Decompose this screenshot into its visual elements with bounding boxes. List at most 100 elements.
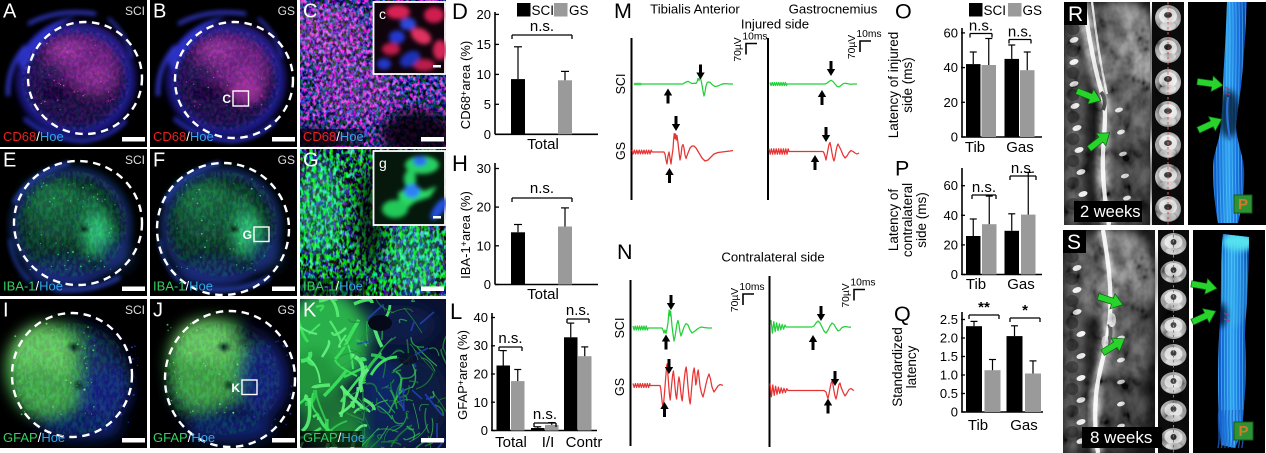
svg-text:CD68/Hoe: CD68/Hoe: [303, 129, 364, 144]
svg-text:Tib: Tib: [968, 417, 988, 434]
svg-text:K: K: [231, 381, 240, 395]
svg-text:Gas: Gas: [1006, 139, 1034, 156]
svg-text:S: S: [1067, 231, 1081, 254]
svg-text:Tib: Tib: [966, 276, 986, 293]
svg-text:10ms: 10ms: [742, 32, 767, 43]
svg-text:Injured side: Injured side: [741, 17, 809, 32]
svg-text:20: 20: [944, 95, 958, 110]
svg-text:n.s.: n.s.: [566, 302, 590, 319]
svg-text:Contr: Contr: [566, 434, 603, 451]
svg-text:GFAP/Hoe: GFAP/Hoe: [153, 430, 215, 445]
svg-text:70µV: 70µV: [730, 288, 741, 312]
svg-text:g: g: [379, 155, 387, 171]
svg-text:0: 0: [951, 267, 958, 282]
svg-text:A: A: [3, 1, 17, 23]
svg-text:K: K: [303, 299, 317, 321]
svg-text:n.s.: n.s.: [1011, 160, 1035, 177]
svg-text:30: 30: [477, 161, 491, 176]
svg-text:F: F: [153, 149, 165, 171]
svg-text:n.s.: n.s.: [530, 18, 554, 35]
svg-text:2.0: 2.0: [940, 331, 958, 346]
svg-text:I: I: [3, 299, 9, 321]
svg-text:GS: GS: [614, 142, 628, 160]
svg-text:GS: GS: [569, 3, 589, 18]
svg-text:P: P: [1238, 196, 1248, 213]
svg-text:G: G: [303, 149, 319, 171]
svg-text:0: 0: [481, 423, 488, 438]
svg-text:Total: Total: [527, 136, 559, 153]
svg-text:70µV: 70µV: [841, 283, 852, 307]
svg-text:30: 30: [474, 338, 488, 353]
svg-text:60: 60: [944, 178, 958, 193]
svg-text:0: 0: [484, 277, 491, 292]
svg-text:G: G: [243, 228, 252, 242]
svg-text:40: 40: [944, 60, 958, 75]
svg-text:side (ms): side (ms): [914, 192, 929, 248]
svg-text:Latency of injured: Latency of injured: [888, 32, 901, 139]
svg-text:E: E: [3, 149, 16, 171]
svg-text:n.s.: n.s.: [498, 330, 522, 347]
svg-text:0: 0: [484, 127, 491, 142]
svg-text:D: D: [452, 0, 468, 24]
svg-text:15: 15: [477, 37, 491, 52]
svg-text:Total: Total: [527, 286, 559, 303]
svg-text:I/I: I/I: [542, 434, 555, 451]
svg-text:10: 10: [474, 395, 488, 410]
svg-text:J: J: [153, 299, 163, 321]
svg-text:IBA-1+area (%): IBA-1+area (%): [458, 191, 473, 279]
svg-text:10ms: 10ms: [850, 278, 875, 289]
svg-text:SCI: SCI: [614, 74, 628, 95]
svg-text:10: 10: [477, 67, 491, 82]
svg-text:C: C: [222, 92, 231, 106]
svg-text:GS: GS: [613, 378, 627, 396]
svg-text:*: *: [1022, 302, 1028, 319]
svg-text:Standardized: Standardized: [890, 327, 905, 407]
svg-text:N: N: [617, 240, 633, 264]
svg-text:20: 20: [474, 367, 488, 382]
svg-text:B: B: [153, 1, 166, 23]
svg-text:SCI: SCI: [125, 153, 145, 167]
svg-text:60: 60: [944, 25, 958, 40]
svg-text:L: L: [450, 299, 462, 324]
svg-text:2 weeks: 2 weeks: [1080, 203, 1141, 221]
svg-text:5: 5: [484, 97, 491, 112]
svg-text:GS: GS: [278, 153, 295, 167]
svg-text:0: 0: [951, 405, 958, 420]
svg-text:40: 40: [944, 208, 958, 223]
svg-text:Tibialis Anterior: Tibialis Anterior: [650, 2, 740, 17]
svg-text:10ms: 10ms: [739, 282, 764, 293]
svg-text:0.5: 0.5: [940, 386, 958, 401]
svg-text:n.s.: n.s.: [972, 179, 996, 196]
svg-text:contralateral: contralateral: [900, 183, 915, 257]
svg-text:Tib: Tib: [965, 139, 985, 156]
svg-text:SCI: SCI: [125, 303, 145, 317]
svg-text:10: 10: [477, 238, 491, 253]
svg-text:**: **: [978, 299, 990, 316]
svg-text:GS: GS: [278, 303, 295, 317]
svg-text:20: 20: [944, 237, 958, 252]
svg-text:P: P: [1239, 423, 1249, 440]
svg-text:GS: GS: [1023, 3, 1043, 18]
svg-text:70µV: 70µV: [733, 37, 744, 61]
svg-text:CD68/Hoe: CD68/Hoe: [153, 129, 214, 144]
svg-text:SCI: SCI: [613, 318, 627, 339]
svg-text:SCI: SCI: [532, 3, 555, 18]
svg-text:c: c: [379, 6, 386, 22]
svg-text:1.0: 1.0: [940, 368, 958, 383]
svg-text:GFAP/Hoe: GFAP/Hoe: [303, 430, 365, 445]
svg-text:GFAP+area (%): GFAP+area (%): [455, 330, 470, 420]
svg-text:P: P: [895, 157, 909, 181]
svg-text:Latency of: Latency of: [888, 189, 901, 252]
svg-text:n.s.: n.s.: [969, 18, 993, 35]
svg-text:side (ms): side (ms): [900, 57, 915, 113]
svg-text:Gas: Gas: [1010, 417, 1038, 434]
svg-text:n.s.: n.s.: [530, 180, 554, 197]
svg-text:2.5: 2.5: [940, 312, 958, 327]
svg-text:IBA-1/Hoe: IBA-1/Hoe: [153, 278, 213, 293]
svg-text:40: 40: [474, 310, 488, 325]
svg-text:GFAP/Hoe: GFAP/Hoe: [3, 430, 65, 445]
svg-text:C: C: [303, 1, 317, 23]
svg-text:CD68+area (%): CD68+area (%): [458, 41, 473, 129]
svg-text:SCI: SCI: [984, 3, 1007, 18]
svg-text:M: M: [614, 0, 632, 23]
